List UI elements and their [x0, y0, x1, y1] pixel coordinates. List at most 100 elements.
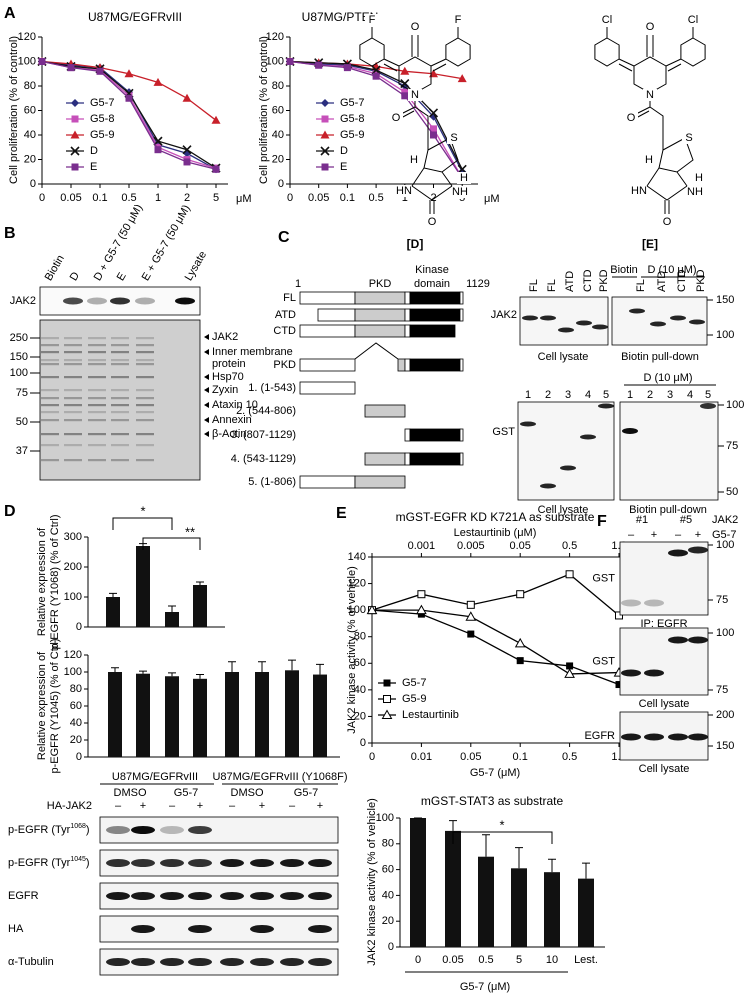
- point: [343, 64, 351, 72]
- point: [401, 92, 409, 100]
- lane-header: Biotin: [610, 264, 638, 276]
- bar: [445, 830, 461, 947]
- atom-label: HN: [396, 185, 412, 197]
- error-bar: [196, 674, 204, 679]
- blot-label: EGFR: [584, 730, 615, 742]
- atom-label: NH: [687, 186, 703, 198]
- gel-band: [88, 344, 106, 347]
- y-tick-label: 100: [266, 55, 284, 67]
- legend-label: E: [340, 161, 347, 173]
- point: [465, 611, 477, 621]
- gel-band: [88, 459, 106, 462]
- blot-band: [700, 403, 716, 409]
- bar: [193, 585, 207, 627]
- y-tick-label: 140: [348, 551, 366, 563]
- y-tick-label: 200: [64, 561, 82, 573]
- gel-band: [64, 433, 82, 436]
- x-tick-label: Lest.: [574, 954, 598, 966]
- blot-band: [650, 321, 666, 327]
- blot-band: [280, 859, 304, 867]
- construct-label: 3. (807-1129): [231, 429, 296, 441]
- atom-mask: [686, 14, 700, 26]
- chart-title: U87MG/EGFRvIII: [88, 10, 182, 24]
- domain-box: [404, 308, 411, 322]
- bar: [106, 597, 120, 627]
- blot-band: [160, 892, 184, 900]
- blot-band: [308, 859, 332, 867]
- point: [564, 668, 575, 678]
- band-label: Zyxin: [212, 384, 238, 396]
- y-axis-label: JAK2 kinase activity (% of vehicle): [366, 798, 378, 966]
- bar: [136, 546, 150, 627]
- atom-mask: [408, 89, 422, 101]
- x-tick-label: 0: [369, 751, 375, 763]
- lane-label: 3: [565, 389, 571, 401]
- point: [457, 164, 467, 174]
- lane-label: CTD: [676, 269, 688, 292]
- atom-mask: [600, 14, 614, 26]
- y-tick-label: 0: [76, 621, 82, 633]
- gel-band: [41, 337, 59, 340]
- blot-band: [106, 958, 130, 966]
- point: [286, 58, 294, 65]
- domain-box: [409, 358, 461, 372]
- construct-label: 5. (1-806): [248, 476, 296, 488]
- gel-band: [64, 419, 82, 422]
- legend-label: Lestaurtinib: [402, 709, 459, 721]
- y-tick-label: 120: [266, 31, 284, 43]
- y-tick-label: 120: [18, 31, 36, 43]
- row-label-part: p-EGFR (Tyr: [8, 857, 71, 869]
- gel-band: [41, 351, 59, 354]
- marker-label: 75: [726, 440, 738, 452]
- bar: [410, 818, 426, 947]
- blot-band: [106, 826, 130, 834]
- domain-box: [459, 358, 464, 372]
- blot-band: [644, 669, 664, 677]
- y-tick-label: 40: [24, 129, 36, 141]
- gel-band: [41, 389, 59, 392]
- sign-label: –: [229, 800, 236, 812]
- blot-band: [598, 403, 614, 409]
- atom-label: F: [369, 14, 376, 26]
- domain-label: PKD: [369, 278, 392, 290]
- gel-band: [136, 444, 154, 447]
- construct-label: 4. (543-1129): [231, 453, 296, 465]
- blot-band: [308, 892, 332, 900]
- x-tick-label: 0.1: [92, 192, 107, 204]
- x-axis-label: G5-7 (μM): [460, 981, 510, 993]
- gel-band: [111, 359, 129, 362]
- blot-label: GST: [592, 655, 615, 667]
- x-unit: μM: [236, 193, 252, 205]
- marker-label: 50: [16, 416, 28, 428]
- atom-mask: [365, 14, 379, 26]
- gel-band: [111, 389, 129, 392]
- band-label: Inner membrane: [212, 346, 293, 358]
- gel-band: [88, 397, 106, 400]
- bar: [165, 612, 179, 627]
- blot-band: [250, 925, 274, 933]
- domain-label: domain: [414, 278, 450, 290]
- atom-label: N: [646, 89, 654, 101]
- domain-box: [404, 428, 411, 442]
- gel-band: [111, 351, 129, 354]
- blot-band: [520, 421, 536, 427]
- point: [321, 99, 329, 107]
- legend-label: G5-9: [340, 129, 364, 141]
- point: [430, 125, 437, 133]
- chart-title: mGST-STAT3 as substrate: [421, 794, 564, 808]
- point: [321, 163, 329, 171]
- point: [428, 108, 439, 118]
- blot-band: [220, 958, 244, 966]
- lane-label: 1: [525, 389, 531, 401]
- domain-box: [299, 381, 356, 395]
- blot: [619, 541, 709, 616]
- gel-band: [111, 363, 129, 366]
- gel-band: [64, 459, 82, 462]
- y-tick-label: 100: [18, 55, 36, 67]
- x-tick-label: 0.05: [442, 954, 463, 966]
- gel-band: [136, 363, 154, 366]
- point: [320, 146, 330, 156]
- legend-label: G5-7: [340, 97, 364, 109]
- sign-label: +: [140, 800, 146, 812]
- blot-band: [576, 320, 592, 326]
